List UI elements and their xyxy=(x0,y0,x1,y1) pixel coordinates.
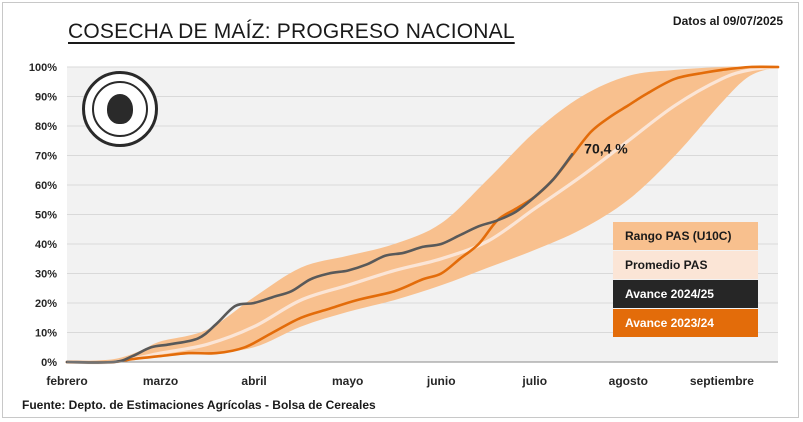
legend-avance-2024-25: Avance 2024/25 xyxy=(613,280,758,308)
annotation-label: 70,4 % xyxy=(584,140,628,156)
x-tick-label: febrero xyxy=(46,374,87,388)
logo-portrait-icon xyxy=(107,94,133,124)
x-tick-label: agosto xyxy=(609,374,648,388)
y-tick-label: 50% xyxy=(35,210,57,222)
y-tick-label: 90% xyxy=(35,92,57,104)
y-tick-label: 0% xyxy=(41,357,57,369)
y-tick-label: 20% xyxy=(35,298,57,310)
source-note: Fuente: Depto. de Estimaciones Agrícolas… xyxy=(22,398,376,412)
series-promedio-pas xyxy=(65,65,780,365)
x-tick-label: abril xyxy=(241,374,266,388)
x-tick-label: mayo xyxy=(332,374,363,388)
x-tick-label: septiembre xyxy=(690,374,754,388)
y-tick-label: 40% xyxy=(35,239,57,251)
y-tick-label: 10% xyxy=(35,328,57,340)
x-tick-label: marzo xyxy=(143,374,178,388)
x-tick-label: julio xyxy=(521,374,547,388)
series-avance-2024-25 xyxy=(65,153,574,364)
range-band xyxy=(67,66,778,363)
y-tick-label: 30% xyxy=(35,269,57,281)
logo-inner-ring xyxy=(92,81,148,137)
legend-promedio-pas: Promedio PAS xyxy=(613,251,758,279)
legend-avance-2023-24: Avance 2023/24 xyxy=(613,309,758,337)
series-avance-2023-24 xyxy=(65,65,780,364)
y-tick-label: 80% xyxy=(35,121,57,133)
legend-rango-pas: Rango PAS (U10C) xyxy=(613,222,758,250)
chart-frame xyxy=(2,2,799,418)
y-tick-label: 70% xyxy=(35,151,57,163)
x-tick-label: junio xyxy=(426,374,456,388)
y-tick-label: 100% xyxy=(29,62,57,74)
data-date: Datos al 09/07/2025 xyxy=(672,14,783,28)
chart-title: COSECHA DE MAÍZ: PROGRESO NACIONAL xyxy=(68,20,515,43)
y-tick-label: 60% xyxy=(35,180,57,192)
bolsa-de-cereales-logo xyxy=(82,71,158,147)
